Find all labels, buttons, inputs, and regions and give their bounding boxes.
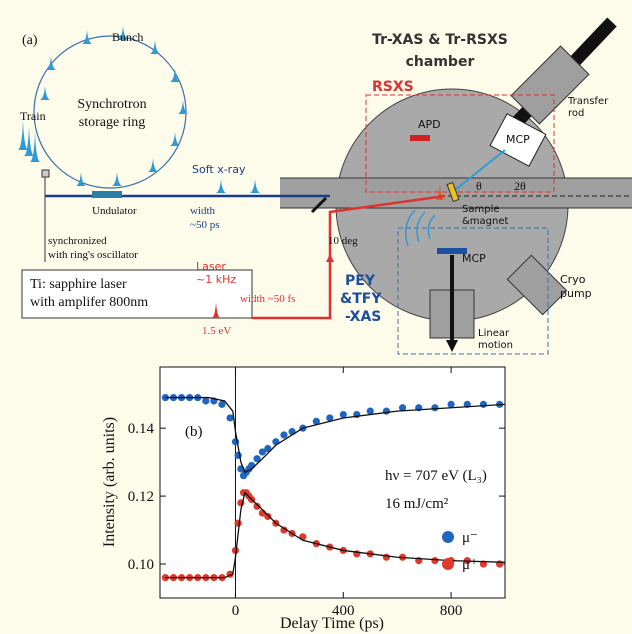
- label: APD: [418, 118, 441, 131]
- label: Soft x-ray: [192, 163, 246, 176]
- label: Synchrotron: [77, 97, 146, 112]
- label: 2θ: [514, 179, 526, 193]
- page: {"panel_a": { "label": "(a)", "bunch": "…: [0, 0, 632, 634]
- label: Laser~1 kHz: [196, 260, 236, 286]
- data-point: [383, 408, 390, 415]
- x-tick-label: 0: [232, 603, 240, 619]
- label: width ~50 fs: [240, 293, 295, 305]
- label: with amplifer 800nm: [30, 295, 148, 310]
- legend-label: μ⁻: [462, 530, 478, 546]
- label: Synchrotron storage ring: [77, 97, 146, 130]
- label: &magnet: [462, 216, 509, 227]
- annotation: hν = 707 eV (L₃): [385, 468, 487, 484]
- undulator: [92, 191, 122, 198]
- label: rod: [568, 108, 584, 119]
- panel-label: (b): [185, 424, 203, 440]
- data-point: [480, 401, 487, 408]
- label: ~1 kHz: [196, 273, 236, 286]
- label: Linear: [478, 328, 510, 339]
- data-point: [431, 557, 438, 564]
- label: pump: [560, 287, 592, 300]
- apd: [410, 135, 430, 141]
- pickup: [42, 170, 49, 177]
- figure: (a) Bunch Synchrotronstorage ring Train …: [0, 0, 632, 634]
- label: &TFY: [340, 291, 382, 307]
- label: synchronized: [48, 235, 107, 247]
- label: θ: [476, 179, 482, 193]
- data-point: [383, 554, 390, 561]
- label: 10 deg: [328, 235, 358, 247]
- y-tick-label: 0.10: [128, 557, 154, 573]
- label: ~50 ps: [190, 219, 219, 231]
- storage-ring: [34, 36, 186, 188]
- label: synchronized with ring's oscillator: [48, 235, 138, 261]
- y-tick-label: 0.12: [128, 489, 154, 505]
- data-point: [264, 513, 271, 520]
- y-axis-label: Intensity (arb. units): [101, 417, 118, 547]
- data-point: [280, 431, 287, 438]
- label: -XAS: [345, 309, 381, 325]
- data-point: [202, 397, 209, 404]
- data-point: [431, 404, 438, 411]
- legend-marker: [442, 531, 454, 543]
- label: Train: [20, 109, 46, 123]
- legend-label: μ⁺: [462, 557, 478, 573]
- label: chamber: [406, 54, 475, 70]
- label: Bunch: [112, 30, 143, 44]
- data-point: [447, 401, 454, 408]
- label: Ti: sapphire laser: [30, 277, 127, 292]
- label: MCP: [462, 252, 486, 265]
- arrow: [326, 254, 334, 262]
- label: Laser: [196, 260, 226, 273]
- label: width ~50 ps: [190, 205, 219, 231]
- label: RSXS: [372, 79, 414, 95]
- label: Tr-XAS & Tr-RSXS: [372, 32, 508, 48]
- data-point: [218, 401, 225, 408]
- arrow: [446, 340, 458, 352]
- label: width: [190, 205, 216, 217]
- chamber-title: Tr-XAS & Tr-RSXS chamber: [372, 32, 508, 70]
- label: with ring's oscillator: [48, 249, 138, 261]
- x-tick-label: 800: [440, 603, 463, 619]
- x-tick-label: 400: [332, 603, 355, 619]
- label: PEY: [345, 273, 376, 289]
- label: Undulator: [92, 205, 137, 217]
- label: Cryo: [560, 273, 586, 286]
- panel-label: (a): [22, 33, 38, 48]
- label: storage ring: [79, 115, 145, 130]
- annotation: 16 mJ/cm²: [385, 496, 449, 512]
- label: Transfer: [567, 96, 609, 107]
- legend-marker: [442, 558, 454, 570]
- data-point: [235, 520, 242, 527]
- label: 1.5 eV: [202, 325, 231, 337]
- label: MCP: [506, 133, 530, 146]
- y-tick-label: 0.14: [128, 421, 155, 437]
- data-point: [226, 414, 233, 421]
- panel-b: (b) Delay Time (ps) Intensity (arb. unit…: [101, 367, 505, 632]
- label: motion: [478, 340, 513, 351]
- label: Sample: [462, 204, 500, 215]
